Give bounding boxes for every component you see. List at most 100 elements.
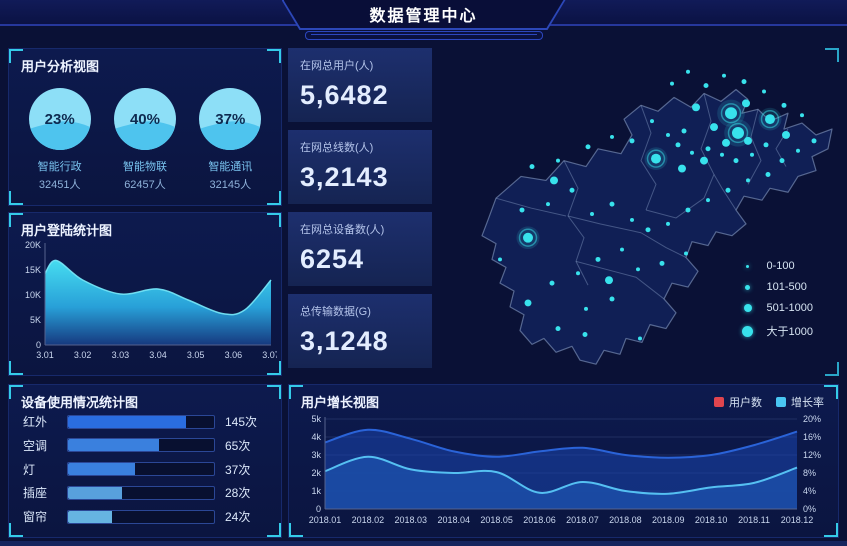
map-bubble xyxy=(546,202,550,207)
legend-swatch xyxy=(714,397,724,407)
stat-value: 6254 xyxy=(300,244,365,274)
footer-strip xyxy=(0,541,847,546)
legend-dot-box xyxy=(741,284,755,290)
x-tick: 2018.07 xyxy=(566,515,599,525)
map-bubble xyxy=(659,260,665,266)
map-bubble xyxy=(722,73,726,78)
map-legend-item[interactable]: 0-100 xyxy=(741,260,814,272)
x-tick: 3.07 xyxy=(262,350,277,360)
map-bubble xyxy=(524,299,532,307)
stat-card: 在网总用户(人) 5,6482 xyxy=(288,48,432,122)
bar-track xyxy=(67,414,215,429)
map-legend-label: 0-100 xyxy=(766,260,795,272)
liquid-gauge: 23% 智能行政 32451人 xyxy=(20,88,100,192)
panel-title-user-analysis: 用户分析视图 xyxy=(21,59,100,74)
x-tick: 2018.03 xyxy=(395,515,428,525)
map-district-border xyxy=(700,93,715,199)
map-district-border xyxy=(713,174,737,211)
map-district-border xyxy=(640,105,657,211)
map-bubble xyxy=(678,164,686,173)
map-legend-item[interactable]: 501-1000 xyxy=(741,302,814,314)
map-bubble xyxy=(811,138,817,144)
y-tick: 0 xyxy=(36,340,41,350)
map-bubble xyxy=(519,207,525,213)
panel-login-stats: 用户登陆统计图 0 5K 10K 15K 20K 3.01 3.02 3.03 3.04 3.05… xyxy=(8,212,282,376)
legend-item[interactable]: 用户数 xyxy=(714,394,762,410)
map-bubble xyxy=(523,232,533,243)
growth-area-chart: 0 1k 2k 3k 4k 5k 0% 4% 8% 12% 16% 20% 2018.01 2018.02… xyxy=(309,414,821,525)
map-legend-label: 501-1000 xyxy=(766,302,814,314)
device-label: 空调 xyxy=(23,438,48,453)
stat-value: 3,1248 xyxy=(300,326,389,356)
bar-track xyxy=(67,509,215,524)
map-bubble xyxy=(670,81,674,86)
map-legend-item[interactable]: 101-500 xyxy=(741,281,814,293)
map-bubble xyxy=(585,144,591,150)
x-tick: 2018.12 xyxy=(781,515,814,525)
map-legend-item[interactable]: 大于1000 xyxy=(741,323,814,339)
device-bar-chart: 红外 145次 空调 65次 灯 37次 插座 28次 窗帘 24次 xyxy=(23,413,269,525)
bar-fill xyxy=(68,486,123,499)
map-bubble xyxy=(582,332,588,337)
legend-swatch xyxy=(776,397,786,407)
stat-label: 在网总用户(人) xyxy=(300,60,374,72)
header-bar: 数据管理中心 xyxy=(0,0,847,40)
map-bubble-ring xyxy=(518,228,538,247)
x-tick: 2018.02 xyxy=(352,515,385,525)
left-tick: 4k xyxy=(311,432,321,442)
map-bubble xyxy=(620,247,624,252)
device-bar-row: 窗帘 24次 xyxy=(23,508,269,525)
bar-fill xyxy=(68,510,112,523)
map-bubble xyxy=(692,103,700,112)
series-line xyxy=(324,428,798,459)
map-bubble xyxy=(762,89,766,94)
map-district-border xyxy=(567,215,642,234)
map-bubble xyxy=(595,256,601,262)
right-tick: 4% xyxy=(803,486,816,496)
map-district-border xyxy=(645,197,705,219)
left-tick: 1k xyxy=(311,486,321,496)
x-tick: 2018.10 xyxy=(695,515,728,525)
map-bubble xyxy=(765,172,771,177)
map-bubble xyxy=(725,187,731,193)
legend-item[interactable]: 增长率 xyxy=(776,394,824,410)
device-bar-row: 插座 28次 xyxy=(23,484,269,501)
stat-label: 总传输数据(G) xyxy=(300,306,371,318)
x-tick: 3.05 xyxy=(187,350,205,360)
gauge-count: 62457人 xyxy=(124,179,166,191)
bar-track xyxy=(67,485,215,500)
x-tick: 3.01 xyxy=(36,350,54,360)
series-line xyxy=(324,455,798,495)
device-bar-row: 灯 37次 xyxy=(23,461,269,478)
device-label: 窗帘 xyxy=(23,510,48,524)
stat-card: 在网总线数(人) 3,2143 xyxy=(288,130,432,204)
map-bubble xyxy=(750,152,754,157)
map-bubble-ring xyxy=(727,122,749,144)
device-bar-row: 空调 65次 xyxy=(23,437,269,454)
map-bubble xyxy=(684,251,688,256)
liquid-gauge: 37% 智能通讯 32145人 xyxy=(190,88,270,192)
map-bubble xyxy=(638,336,642,341)
map-bubble xyxy=(636,267,640,272)
gauge-circle: 23% xyxy=(28,88,91,150)
legend-dot-icon xyxy=(746,264,749,268)
x-tick: 3.04 xyxy=(149,350,167,360)
legend-label: 用户数 xyxy=(729,397,762,409)
device-value: 65次 xyxy=(225,438,251,453)
right-tick: 20% xyxy=(803,414,821,424)
map-bubble xyxy=(605,276,613,285)
map-bubble xyxy=(685,207,691,213)
legend-dot-icon xyxy=(745,284,750,290)
map-district-border xyxy=(640,232,687,258)
gauge-percent: 37% xyxy=(215,110,246,128)
panel-device-usage: 设备使用情况统计图 红外 145次 空调 65次 灯 37次 插座 28次 窗帘 xyxy=(8,384,282,538)
map-bubble xyxy=(710,123,718,132)
map-bubble xyxy=(690,150,694,155)
legend-dot-box xyxy=(741,325,755,337)
map-bubble xyxy=(650,119,654,124)
right-tick: 12% xyxy=(803,450,821,460)
map-bubble xyxy=(629,138,635,144)
stat-label: 在网总设备数(人) xyxy=(300,224,385,236)
map-bubble xyxy=(720,152,724,157)
